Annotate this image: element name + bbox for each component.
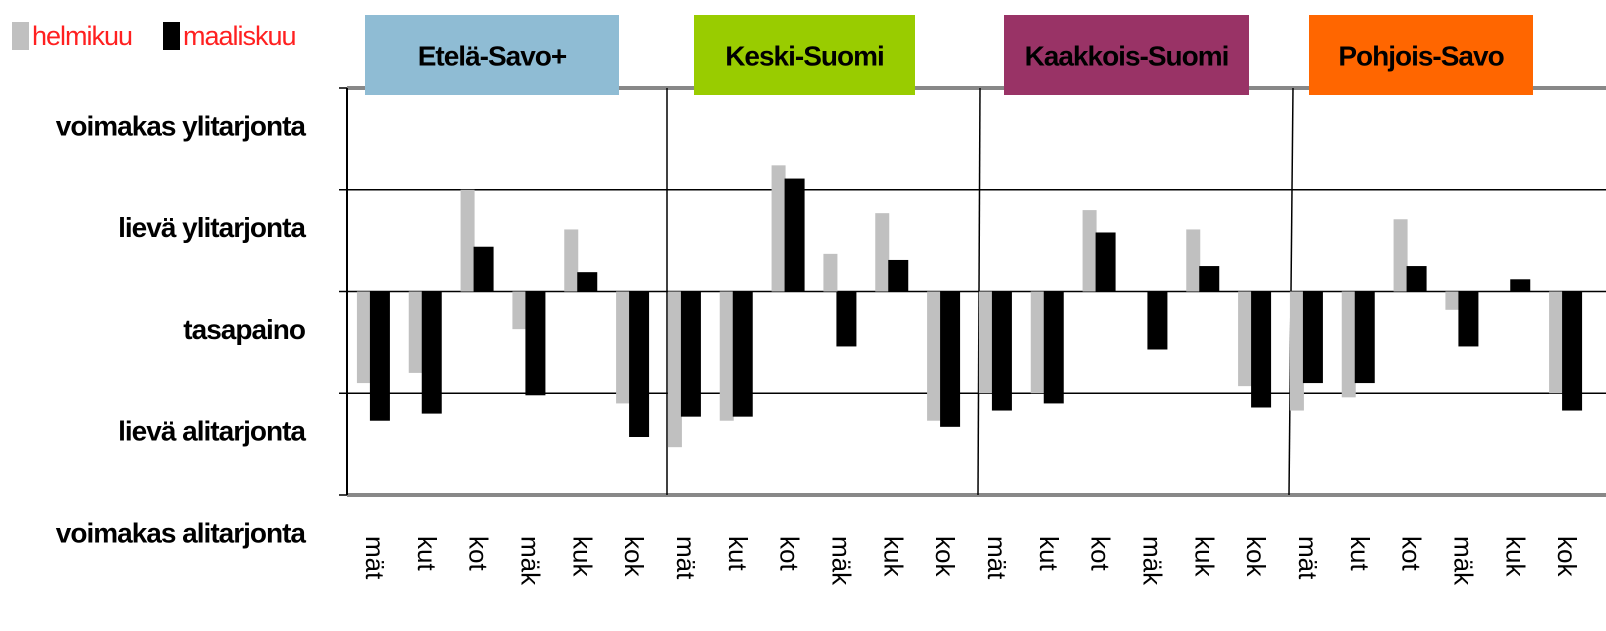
bar — [616, 291, 631, 404]
x-tick-label: kuk — [1189, 536, 1219, 577]
group-header — [1004, 15, 1249, 95]
bar — [1341, 291, 1356, 398]
bar — [1095, 232, 1116, 292]
bar — [667, 291, 682, 448]
x-tick-label: kot — [775, 536, 805, 571]
x-tick-label: kuk — [878, 536, 908, 577]
bar — [888, 259, 909, 292]
bar — [1445, 291, 1460, 310]
bar — [940, 291, 961, 427]
group-label: Pohjois-Savo — [1338, 40, 1504, 71]
x-tick-label: kut — [1345, 536, 1375, 571]
bar — [1510, 279, 1531, 292]
x-tick-label: mäk — [827, 536, 857, 586]
bar — [577, 272, 598, 292]
legend-label: maaliskuu — [183, 21, 296, 51]
x-tick-label: mät — [982, 536, 1012, 580]
bar — [823, 253, 838, 292]
group-header — [694, 15, 915, 95]
bar — [473, 246, 494, 292]
bar — [1199, 266, 1220, 292]
x-tick-label: mät — [1293, 536, 1323, 580]
bar — [1302, 291, 1323, 384]
bar — [1030, 291, 1045, 394]
bar — [356, 291, 371, 384]
bar — [978, 291, 993, 394]
x-tick-label: mäk — [1138, 536, 1168, 586]
bar — [525, 291, 546, 396]
x-tick-label: mät — [360, 536, 390, 580]
bar — [512, 291, 527, 330]
bar — [1562, 291, 1583, 411]
y-tick-label: voimakas alitarjonta — [56, 517, 307, 548]
bar — [1458, 291, 1479, 347]
y-tick-label: tasapaino — [183, 314, 306, 345]
group-header — [365, 15, 619, 95]
legend-swatch — [163, 22, 180, 50]
x-tick-label: kut — [412, 536, 442, 571]
bar — [408, 291, 423, 373]
x-tick-label: kot — [1086, 536, 1116, 571]
bar — [1406, 266, 1427, 292]
x-tick-label: kut — [1034, 536, 1064, 571]
bar — [1082, 210, 1097, 292]
x-tick-label: kuk — [1500, 536, 1530, 577]
y-tick-label: voimakas ylitarjonta — [56, 110, 307, 141]
x-tick-label: kot — [1397, 536, 1427, 571]
x-tick-label: kok — [619, 536, 649, 577]
bar — [1549, 291, 1564, 394]
group-header — [1309, 15, 1533, 95]
bar — [1043, 291, 1064, 404]
y-tick-label: lievä ylitarjonta — [118, 212, 306, 243]
bar — [1251, 291, 1272, 408]
bar — [1186, 229, 1201, 292]
bar — [836, 291, 857, 347]
bar — [1393, 219, 1408, 292]
x-tick-label: mäk — [1449, 536, 1479, 586]
bar — [991, 291, 1012, 411]
legend-label: helmikuu — [32, 21, 132, 51]
x-tick-label: kut — [723, 536, 753, 571]
x-tick-label: mäk — [516, 536, 546, 586]
x-tick-label: kok — [1552, 536, 1582, 577]
bar — [564, 229, 579, 292]
bar — [1238, 291, 1253, 387]
x-tick-label: mät — [671, 536, 701, 580]
x-tick-label: kok — [1241, 536, 1271, 577]
bar — [421, 291, 442, 414]
bar — [732, 291, 753, 417]
bar — [1147, 291, 1168, 350]
bar — [1354, 291, 1375, 384]
x-tick-label: kuk — [567, 536, 597, 577]
y-tick-label: lievä alitarjonta — [118, 416, 306, 447]
bar — [680, 291, 701, 417]
bar — [629, 291, 650, 438]
group-label: Kaakkois-Suomi — [1025, 40, 1229, 71]
bar — [784, 178, 805, 292]
group-label: Keski-Suomi — [725, 40, 884, 71]
legend-swatch — [12, 22, 29, 50]
group-label: Etelä-Savo+ — [418, 40, 567, 71]
bar — [719, 291, 734, 421]
bar — [927, 291, 942, 421]
x-tick-label: kok — [930, 536, 960, 577]
bar — [1289, 291, 1304, 411]
bar — [875, 213, 890, 292]
x-tick-label: kot — [464, 536, 494, 571]
bar — [369, 291, 390, 421]
bar — [460, 189, 475, 292]
bar — [771, 165, 786, 292]
